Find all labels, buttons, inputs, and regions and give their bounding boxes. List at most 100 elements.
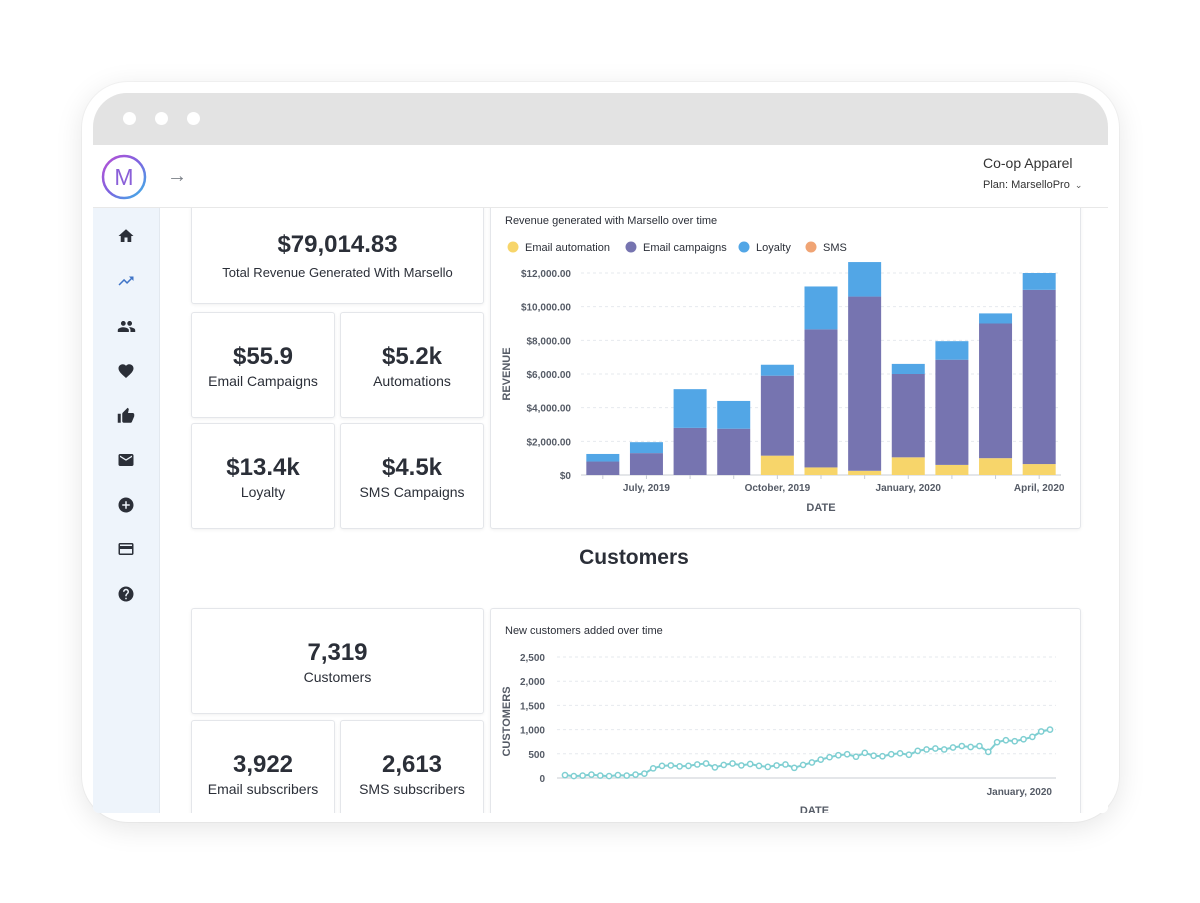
data-point: [914, 747, 922, 755]
data-point: [932, 745, 939, 752]
data-point: [623, 772, 631, 779]
sms-campaigns-label: SMS Campaigns: [359, 484, 465, 500]
data-point: [826, 753, 833, 761]
data-point: [1020, 735, 1027, 743]
data-point: [799, 761, 807, 769]
revenue-chart: Revenue generated with Marsello over tim…: [501, 215, 1065, 514]
data-point: [870, 752, 877, 760]
bar-segment: [1022, 289, 1056, 465]
bar-segment: [979, 313, 1013, 324]
data-point: [729, 760, 736, 767]
bar-segment: [848, 262, 882, 297]
org-name: Co-op Apparel: [983, 155, 1073, 171]
data-point: [976, 742, 983, 750]
sidebar-item-analytics[interactable]: [115, 270, 137, 292]
y-tick-label: $8,000.00: [527, 336, 572, 347]
sidebar-item-home[interactable]: [115, 225, 137, 247]
data-point: [614, 771, 622, 779]
y-tick-label: $6,000.00: [527, 370, 572, 381]
data-point: [693, 761, 701, 768]
data-point: [782, 761, 789, 768]
data-point: [570, 772, 578, 780]
plus-circle-icon: [118, 497, 134, 513]
bar-segment: [935, 341, 969, 360]
expand-arrow-icon[interactable]: →: [167, 165, 187, 187]
bar-segment: [586, 453, 620, 462]
data-point: [940, 746, 948, 753]
bar-segment: [1022, 273, 1056, 290]
data-point: [967, 743, 974, 751]
bar-segment: [848, 296, 882, 471]
plan-selector[interactable]: Plan: MarselloPro ⌄: [983, 179, 1082, 191]
loyalty-card: $13.4k Loyalty: [191, 423, 335, 529]
loyalty-value: $13.4k: [226, 454, 300, 481]
sidebar-item-reviews[interactable]: [115, 405, 137, 427]
data-point: [835, 751, 842, 759]
data-point: [755, 762, 763, 770]
bar-segment: [673, 389, 707, 428]
data-point: [676, 763, 683, 770]
automations-label: Automations: [373, 373, 451, 389]
bar-segment: [717, 400, 751, 429]
sms-subscribers-value: 2,613: [381, 751, 443, 778]
data-point: [984, 748, 992, 756]
sidebar-item-add[interactable]: [115, 494, 137, 516]
y-tick-label: $10,000.00: [521, 303, 571, 314]
bar-segment: [804, 467, 838, 475]
sidebar-item-loyalty[interactable]: [115, 360, 137, 382]
data-point: [817, 756, 825, 763]
email-subscribers-value: 3,922: [232, 751, 294, 778]
y-tick-label: 2,500: [520, 653, 545, 664]
data-point: [887, 750, 895, 758]
sms-campaigns-value: $4.5k: [381, 454, 443, 481]
bar-segment: [760, 364, 794, 376]
customers-section-title: Customers: [579, 546, 689, 569]
thumbs-up-icon: [117, 407, 135, 423]
bar-segment: [760, 455, 794, 475]
x-tick-label: January, 2020: [987, 787, 1053, 798]
window-dot[interactable]: [187, 112, 200, 125]
sidebar: [93, 208, 160, 813]
marsello-logo[interactable]: M: [101, 154, 147, 200]
customers-card: 7,319 Customers: [191, 608, 484, 714]
y-tick-label: 2,000: [520, 677, 545, 688]
heart-icon: [118, 364, 134, 379]
data-point: [958, 742, 966, 750]
logo-letter: M: [114, 164, 133, 190]
data-point: [702, 760, 710, 767]
sidebar-item-email[interactable]: [115, 449, 137, 471]
sidebar-item-billing[interactable]: [115, 538, 137, 560]
sms-subscribers-label: SMS subscribers: [359, 781, 465, 797]
customers-chart-card: New customers added over time 0 500 1,000 1,…: [490, 608, 1081, 813]
data-point: [1046, 726, 1054, 733]
bar-segment: [891, 363, 925, 374]
data-point: [923, 746, 930, 753]
data-point: [561, 771, 569, 779]
bar-segment: [891, 374, 925, 458]
x-tick-label: January, 2020: [876, 483, 942, 494]
help-icon: [118, 586, 134, 602]
data-point: [641, 770, 648, 777]
data-point: [896, 749, 904, 757]
y-tick-label: $0: [560, 471, 572, 482]
data-point: [711, 764, 719, 771]
email-campaigns-card: $55.9 Email Campaigns: [191, 312, 335, 418]
sidebar-item-customers[interactable]: [115, 315, 137, 337]
revenue-chart-card: Revenue generated with Marsello over tim…: [490, 208, 1081, 529]
legend-label: Email automation: [525, 242, 610, 254]
bar-segment: [629, 442, 663, 454]
data-point: [649, 764, 657, 772]
legend-marker: [625, 241, 637, 253]
sidebar-item-help[interactable]: [115, 583, 137, 605]
legend-label: Email campaigns: [643, 242, 727, 254]
browser-window: M → Co-op Apparel Plan: MarselloPro ⌄: [93, 93, 1108, 813]
main-content: $79,014.83 Total Revenue Generated With …: [160, 208, 1108, 813]
data-point: [1029, 733, 1036, 741]
data-point: [605, 772, 613, 780]
window-dot[interactable]: [123, 112, 136, 125]
window-dot[interactable]: [155, 112, 168, 125]
customers-value: 7,319: [307, 639, 368, 666]
y-tick-label: 1,500: [520, 701, 545, 712]
legend-marker: [507, 241, 519, 253]
email-campaigns-label: Email Campaigns: [208, 373, 318, 389]
